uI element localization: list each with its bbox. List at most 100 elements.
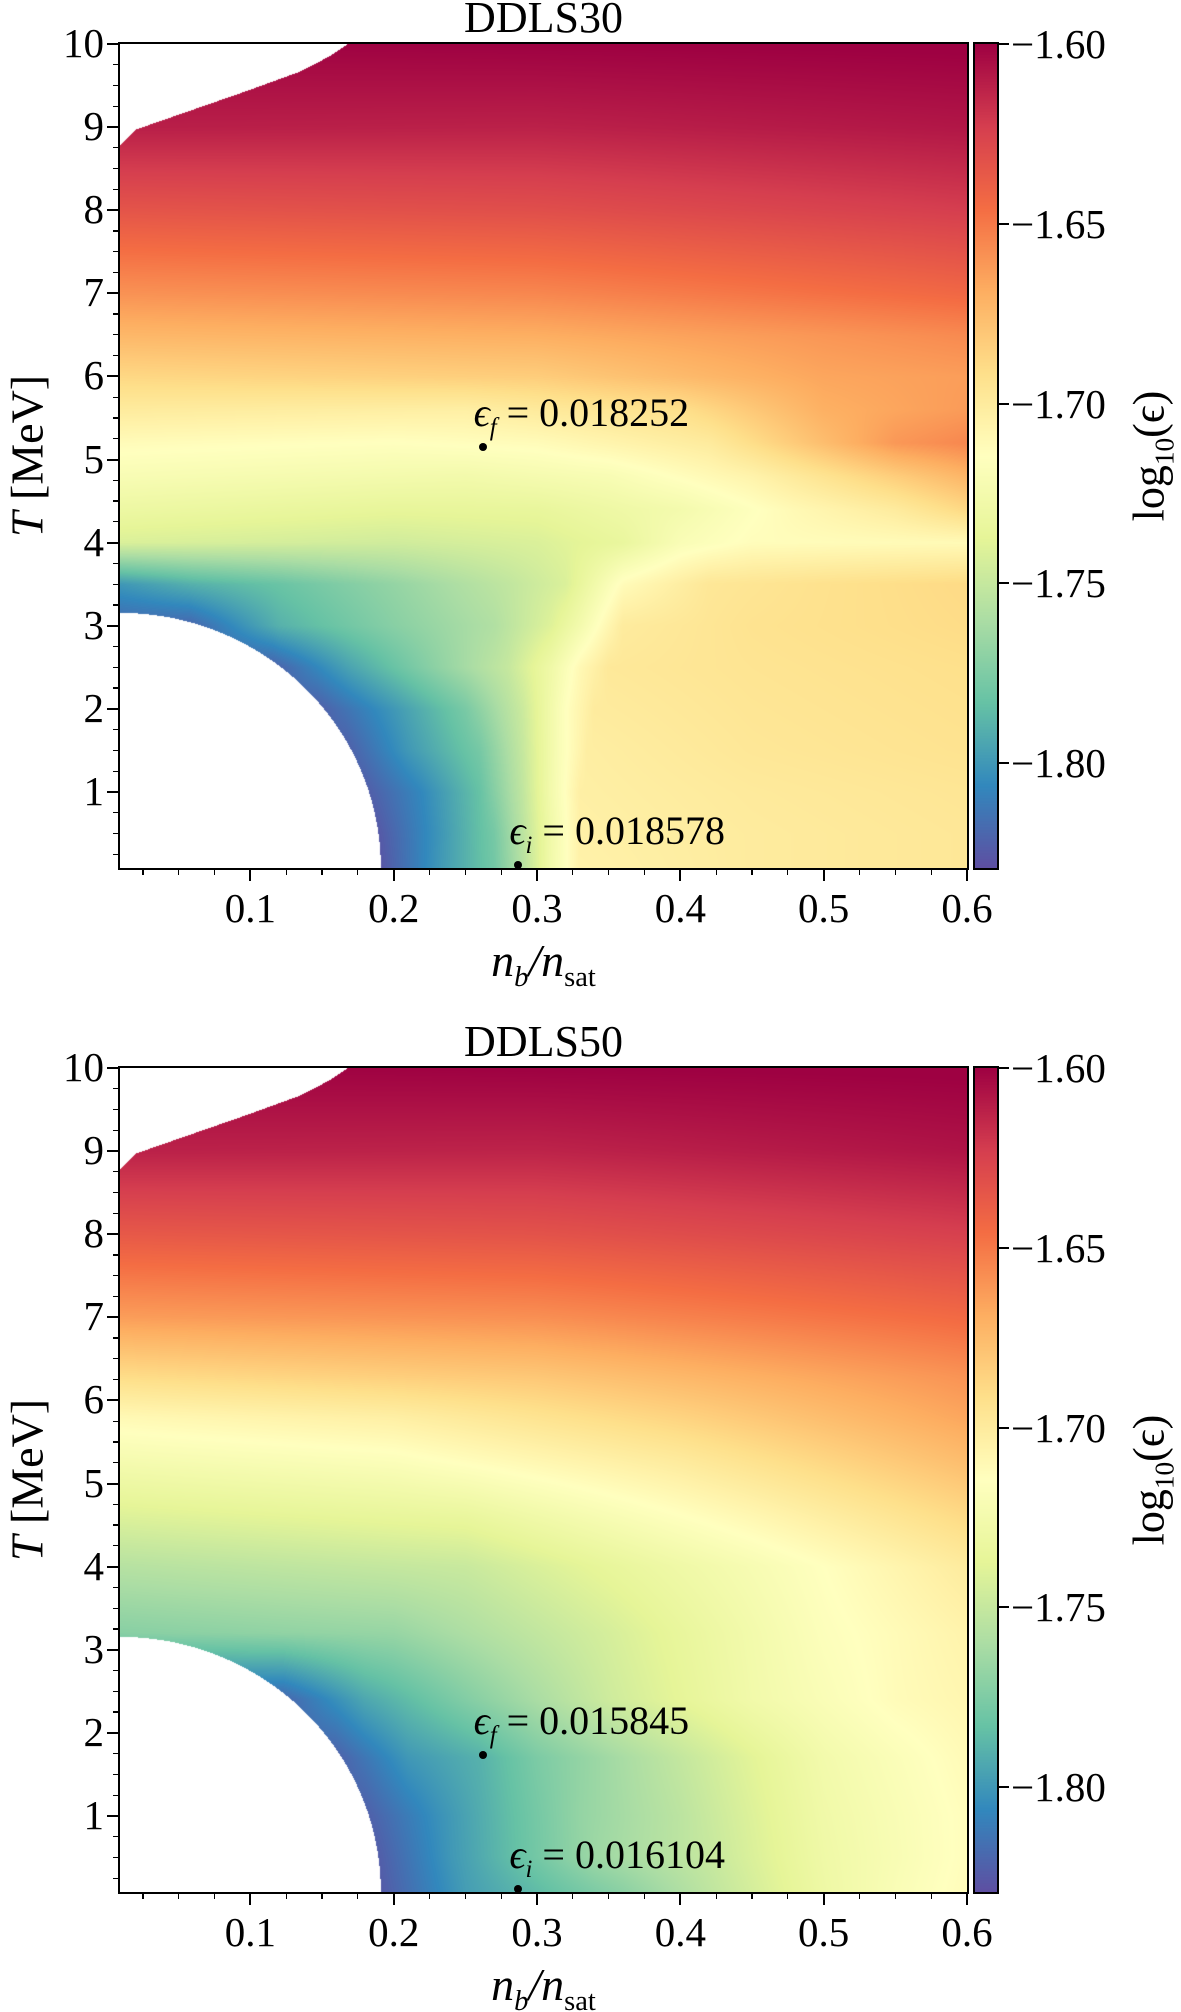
y-minor-tick [113,1836,120,1838]
colorbar-canvas [975,44,997,868]
y-minor-tick [113,1586,120,1588]
colorbar-tick [999,1246,1009,1249]
colorbar-label: log10(ϵ) [1124,390,1180,522]
annotation-epsilon-i: ϵi = 0.016104 [509,1832,725,1884]
y-major-tick [107,375,120,378]
x-minor-tick [715,1892,717,1899]
y-major-tick [107,1067,120,1069]
y-minor-tick [113,1171,120,1173]
y-minor-tick [113,84,120,87]
colorbar-tick [999,1426,1009,1429]
y-minor-tick [113,105,120,107]
y-minor-tick [113,438,120,440]
y-minor-tick [113,396,120,398]
x-minor-tick [930,868,932,875]
y-minor-tick [113,1254,120,1256]
y-minor-tick [113,1441,120,1443]
y-minor-tick [113,562,120,564]
x-minor-tick [213,1892,216,1899]
x-minor-tick [464,1892,466,1899]
y-major-tick [107,1482,120,1485]
y-minor-tick [113,1212,120,1215]
colorbar-tick-label: −1.65 [1011,1224,1106,1271]
y-minor-tick [113,230,120,232]
y-minor-tick [113,1753,120,1755]
annotation-epsilon-i: ϵi = 0.018578 [509,808,725,860]
y-major-tick [107,624,120,627]
y-minor-tick [113,1358,120,1360]
x-tick-label: 0.2 [368,885,420,931]
x-minor-tick [787,868,789,875]
x-minor-tick [715,868,717,875]
colorbar-tick [999,1786,1009,1789]
x-minor-tick [858,1892,861,1899]
y-major-tick [107,541,120,544]
y-major-tick [107,1150,120,1153]
contour-field-canvas [120,1068,967,1892]
y-major-tick [107,458,120,461]
y-tick-label: 3 [83,1625,105,1672]
x-major-tick [679,1892,682,1905]
y-tick-label: 4 [83,518,105,565]
x-major-tick [822,868,825,881]
x-tick-label: 0.6 [941,885,993,931]
y-minor-tick [113,251,120,253]
y-tick-label: 4 [83,1542,105,1589]
x-tick-label: 0.6 [941,1909,993,1955]
y-minor-tick [113,1545,120,1547]
x-minor-tick [894,868,896,875]
colorbar-tick [999,1606,1009,1609]
y-minor-tick [113,1420,120,1422]
y-tick-label: 5 [83,1459,105,1506]
y-minor-tick [113,1462,120,1464]
x-tick-label: 0.2 [368,1909,420,1955]
y-minor-tick [113,1129,120,1131]
y-tick-label: 1 [83,1791,105,1838]
x-minor-tick [178,868,180,875]
annotation-dot-epsilon-i [514,861,523,870]
annotation-dot-epsilon-i [514,1885,523,1894]
colorbar-tick-label: −1.70 [1011,380,1106,427]
x-minor-tick [428,1892,431,1899]
colorbar-label: log10(ϵ) [1124,1414,1180,1546]
colorbar-tick-label: −1.65 [1011,200,1106,247]
y-minor-tick [113,832,120,835]
x-major-tick [966,1892,968,1905]
colorbar-tick-label: −1.60 [1011,21,1106,67]
y-minor-tick [113,1794,120,1796]
x-minor-tick [751,868,753,875]
y-minor-tick [113,313,120,315]
y-minor-tick [113,1669,120,1672]
x-minor-tick [321,868,323,875]
y-minor-tick [113,1337,120,1339]
y-minor-tick [113,1295,120,1298]
y-minor-tick [113,147,120,149]
x-minor-tick [500,868,502,875]
y-tick-label: 7 [83,1293,105,1340]
x-minor-tick [643,1892,646,1899]
plot-title: DDLS50 [464,1017,623,1066]
x-tick-label: 0.4 [654,885,706,931]
annotation-dot-epsilon-f [478,1751,487,1760]
y-tick-label: 2 [83,684,105,731]
y-major-tick [107,1233,120,1236]
x-tick-label: 0.4 [654,1909,706,1955]
y-tick-label: 9 [83,103,105,150]
x-tick-label: 0.3 [511,1909,563,1955]
y-minor-tick [113,812,120,814]
x-tick-label: 0.5 [798,1909,850,1955]
y-minor-tick [113,1379,120,1381]
x-major-tick [249,868,252,881]
y-tick-label: 6 [83,352,105,399]
y-tick-label: 9 [83,1127,105,1174]
y-minor-tick [113,1773,120,1775]
y-tick-label: 10 [63,20,104,67]
y-minor-tick [113,271,120,274]
y-minor-tick [113,1690,120,1692]
y-minor-tick [113,521,120,523]
x-minor-tick [213,868,216,875]
y-tick-label: 3 [83,601,105,648]
x-minor-tick [858,868,861,875]
y-major-tick [107,1648,120,1651]
